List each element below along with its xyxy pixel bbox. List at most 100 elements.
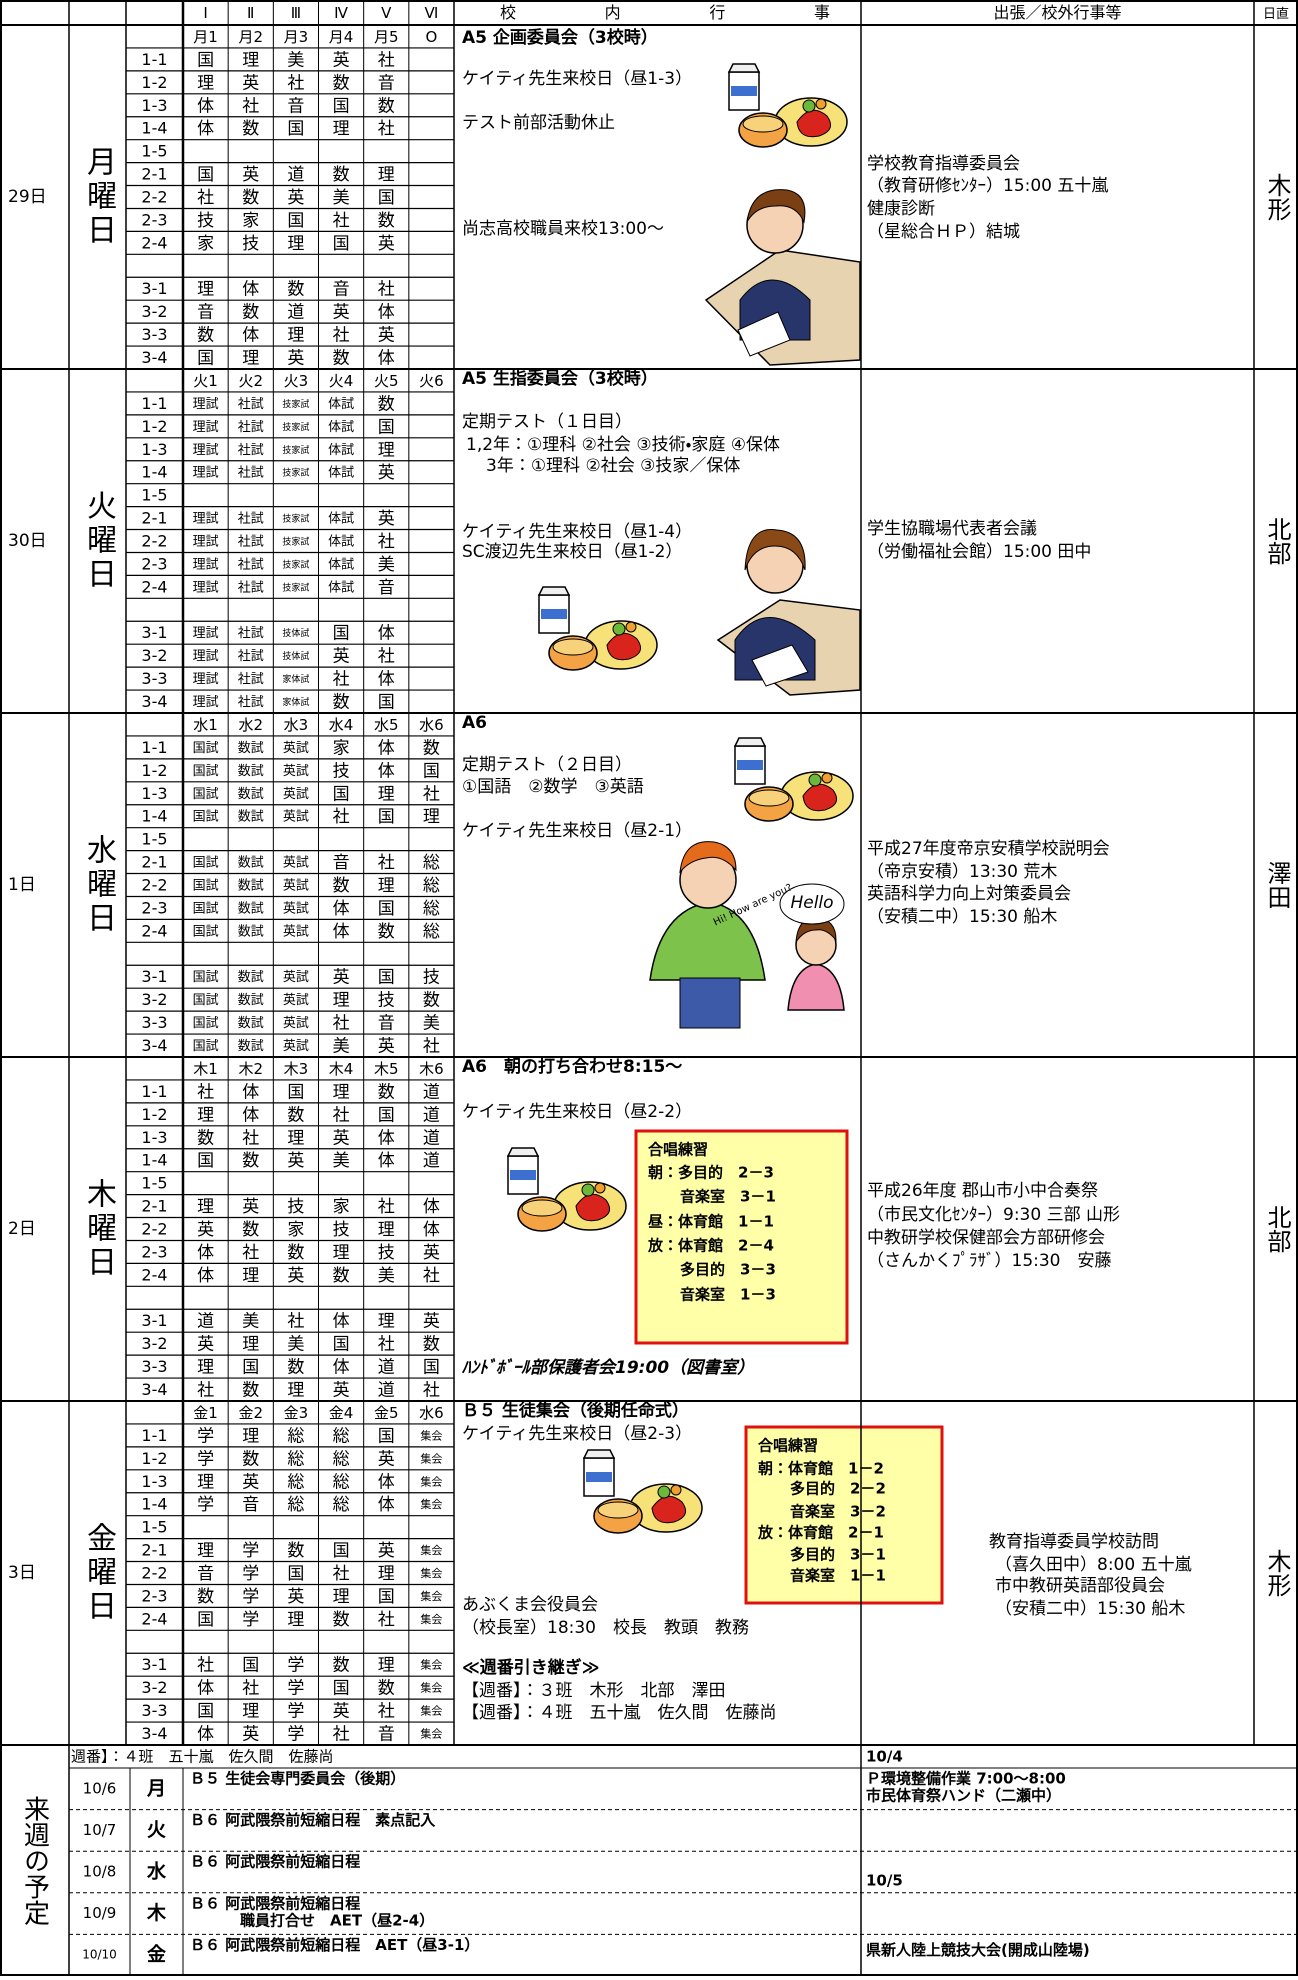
- subject: 道: [423, 1128, 440, 1148]
- date: 29日: [8, 187, 47, 207]
- subject: 理試: [193, 649, 219, 664]
- school-event: Ｂ５ 生徒集会（後期任命式）: [462, 1400, 689, 1421]
- subject: 音: [333, 853, 350, 873]
- period-label: 金5: [374, 1404, 399, 1422]
- class-label: 2-1: [141, 509, 167, 528]
- class-label: 2-4: [141, 1265, 167, 1284]
- outside-event: 英語科学力向上対策委員会: [867, 884, 1071, 904]
- subject: 理: [287, 1381, 304, 1401]
- subject: 数: [287, 1541, 304, 1561]
- subject: 社: [378, 1197, 395, 1217]
- subject: 国試: [193, 741, 219, 756]
- subject: 国試: [193, 993, 219, 1008]
- subject: 学: [242, 1541, 259, 1561]
- class-label: 1-2: [141, 761, 167, 780]
- subject: 数: [423, 738, 440, 758]
- outside-event: 市中教研英語部役員会: [995, 1576, 1165, 1596]
- subject: 社: [197, 188, 214, 208]
- subject: 国: [378, 807, 395, 827]
- next-week-event: Ｂ６ 阿武隈祭前短縮日程 AET（昼3-1）: [190, 1936, 479, 1954]
- period-label: 木2: [238, 1060, 263, 1078]
- student-girl: [716, 529, 861, 696]
- subject: 理: [333, 1243, 350, 1263]
- subject: 数: [287, 1105, 304, 1125]
- class-label: 1-3: [141, 1128, 167, 1147]
- subject: 集会: [420, 1612, 442, 1626]
- subject: 国: [378, 968, 395, 988]
- subject: 学: [242, 1564, 259, 1584]
- subject: 社試: [238, 626, 264, 641]
- subject: 集会: [420, 1658, 442, 1672]
- subject: 社試: [238, 512, 264, 527]
- subject: 英試: [283, 879, 309, 894]
- next-week-event: Ｂ６ 阿武隈祭前短縮日程: [190, 1853, 360, 1871]
- outside-event: （安積二中）15:30 船木: [867, 907, 1057, 927]
- subject: 国: [197, 1151, 214, 1171]
- weekday: 金曜日: [81, 1522, 116, 1624]
- class-label: 3-2: [141, 1678, 167, 1697]
- subject: 理: [333, 1587, 350, 1607]
- subject: 学: [242, 1587, 259, 1607]
- subject: 数: [242, 1220, 259, 1240]
- header-school-events: 校内行事: [500, 3, 830, 22]
- choir-box: [744, 1425, 944, 1605]
- subject: 数: [197, 326, 214, 346]
- outside-event: （市民文化ｾﾝﾀｰ）9:30 三部 山形: [867, 1205, 1120, 1225]
- subject: 数: [378, 96, 395, 116]
- school-event: 1,2年：①理科 ②社会 ③技術・家庭 ④保体: [466, 435, 780, 455]
- period-label: 月5: [374, 28, 399, 46]
- teacher-hair: [679, 841, 737, 874]
- period-label: O: [426, 28, 438, 46]
- class-label: 1-4: [141, 463, 167, 482]
- subject: 数: [333, 876, 350, 896]
- subject: 英: [287, 1151, 304, 1171]
- subject: 理: [242, 1266, 259, 1286]
- subject: 英: [333, 1702, 350, 1722]
- subject: 体: [197, 1243, 214, 1263]
- outside-event: 中教研学校保健部会方部研修会: [867, 1228, 1105, 1248]
- subject: 体: [378, 761, 395, 781]
- choir-line: 昼：体育館 1－1: [647, 1213, 774, 1231]
- subject: 国: [287, 211, 304, 231]
- subject: 数: [242, 1449, 259, 1469]
- subject: 学: [197, 1449, 214, 1469]
- period-label: 月1: [193, 28, 218, 46]
- subject: 英: [333, 647, 350, 667]
- subject: 英: [333, 1128, 350, 1148]
- subject: 社: [378, 280, 395, 300]
- class-label: 3-1: [141, 1655, 167, 1674]
- subject: 体: [378, 1495, 395, 1515]
- subject: 社試: [238, 466, 264, 481]
- subject: 体: [242, 326, 259, 346]
- subject: 英試: [283, 901, 309, 916]
- subject: 国: [287, 119, 304, 139]
- subject: 国試: [193, 1016, 219, 1031]
- class-label: 1-3: [141, 96, 167, 115]
- subject: 社試: [238, 672, 264, 687]
- subject: 英: [378, 234, 395, 254]
- subject: 国: [333, 624, 350, 644]
- subject: 理: [287, 326, 304, 346]
- subject: 数: [378, 1082, 395, 1102]
- subject: 理: [197, 1197, 214, 1217]
- next-week-note: 県新人陸上競技大会(開成山陸場): [866, 1941, 1090, 1959]
- period-label: 火2: [238, 372, 263, 390]
- subject: 社: [197, 1381, 214, 1401]
- subject: 理試: [193, 557, 219, 572]
- subject: 国試: [193, 901, 219, 916]
- next-week-event: Ｂ５ 生徒会専門委員会（後期）: [190, 1770, 405, 1788]
- subject: 道: [423, 1105, 440, 1125]
- period-header: Ⅲ: [291, 4, 301, 22]
- class-label: 1-5: [141, 1518, 167, 1537]
- subject: 技家試: [282, 467, 309, 479]
- subject: 数: [378, 1679, 395, 1699]
- subject: 家: [242, 211, 259, 231]
- school-event: 尚志高校職員来校13:00～: [462, 219, 664, 239]
- subject: 数試: [238, 764, 264, 779]
- teacher-legs: [679, 977, 741, 1029]
- subject: 国: [378, 1587, 395, 1607]
- duty: 北部: [1263, 1205, 1291, 1253]
